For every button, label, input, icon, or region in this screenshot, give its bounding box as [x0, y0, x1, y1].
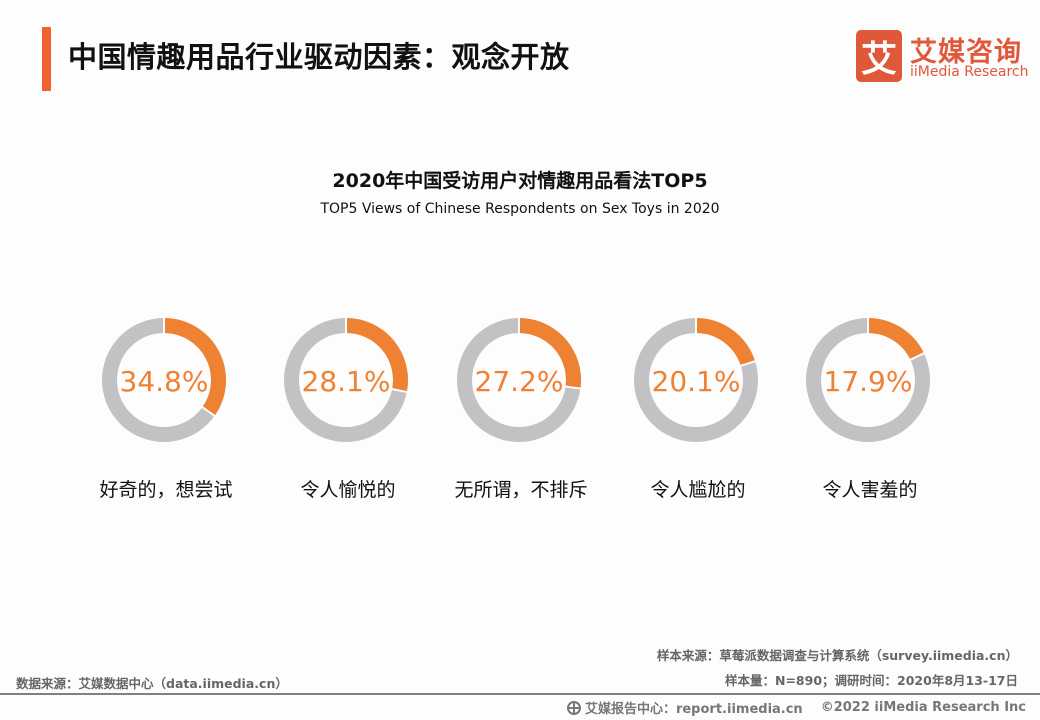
slice-separator [739, 359, 757, 368]
donut-value-slice [867, 318, 924, 361]
logo-cn-text: 艾媒咨询 [910, 37, 1022, 68]
donut-category-label: 令人愉悦的 [300, 479, 395, 501]
slice-separator [200, 405, 217, 418]
copyright: ©2022 iiMedia Research Inc [820, 700, 1026, 715]
donut-value-slice [518, 318, 581, 389]
footer: 艾媒报告中心：report.iimedia.cn ©2022 iiMedia R… [566, 698, 1026, 717]
donut-category-label: 好奇的，想尝试 [99, 479, 232, 501]
donut-value-label: 17.9% [824, 365, 913, 398]
donut-value-label: 28.1% [302, 365, 391, 398]
sample-info: 样本量：N=890；调研时间：2020年8月13-17日 [725, 673, 1018, 688]
report-center-link[interactable]: 艾媒报告中心：report.iimedia.cn [584, 702, 803, 717]
donut-value-slice [345, 318, 408, 392]
sample-source: 样本来源：草莓派数据调查与计算系统（survey.iimedia.cn） [656, 648, 1018, 663]
page-title: 中国情趣用品行业驱动因素：观念开放 [68, 40, 570, 74]
chart-title: 2020年中国受访用户对情趣用品看法TOP5 [332, 170, 708, 192]
donut-value-label: 34.8% [120, 365, 209, 398]
slice-separator [564, 385, 582, 390]
donut-category-label: 令人害羞的 [822, 479, 917, 501]
donut-4: 20.1% 令人尴尬的 [634, 317, 758, 501]
donut-charts: 34.8% 好奇的，想尝试 28.1% 令人愉悦的 27.2% 无所谓，不排斥 20.1% 令… [99, 317, 930, 501]
slice-separator [390, 387, 409, 394]
donut-value-slice [163, 318, 226, 416]
footer-divider [0, 693, 1040, 695]
donut-value-label: 20.1% [652, 365, 741, 398]
iimedia-logo: 艾 艾媒咨询 iiMedia Research [856, 30, 1029, 82]
donut-5: 17.9% 令人害羞的 [806, 317, 930, 501]
title-accent-bar [42, 27, 51, 91]
donut-1: 34.8% 好奇的，想尝试 [99, 317, 233, 501]
globe-icon [566, 700, 581, 715]
logo-en-text: iiMedia Research [910, 64, 1029, 80]
logo-mark-icon: 艾 [856, 30, 902, 82]
donut-value-slice [695, 318, 756, 367]
donut-category-label: 令人尴尬的 [650, 479, 745, 501]
chart-subtitle: TOP5 Views of Chinese Respondents on Sex… [320, 201, 720, 217]
slice-separator [909, 351, 926, 362]
donut-2: 28.1% 令人愉悦的 [284, 317, 409, 501]
donut-value-label: 27.2% [475, 365, 564, 398]
donut-category-label: 无所谓，不排斥 [454, 479, 587, 501]
donut-3: 27.2% 无所谓，不排斥 [454, 317, 588, 501]
data-source: 数据来源：艾媒数据中心（data.iimedia.cn） [16, 676, 288, 691]
